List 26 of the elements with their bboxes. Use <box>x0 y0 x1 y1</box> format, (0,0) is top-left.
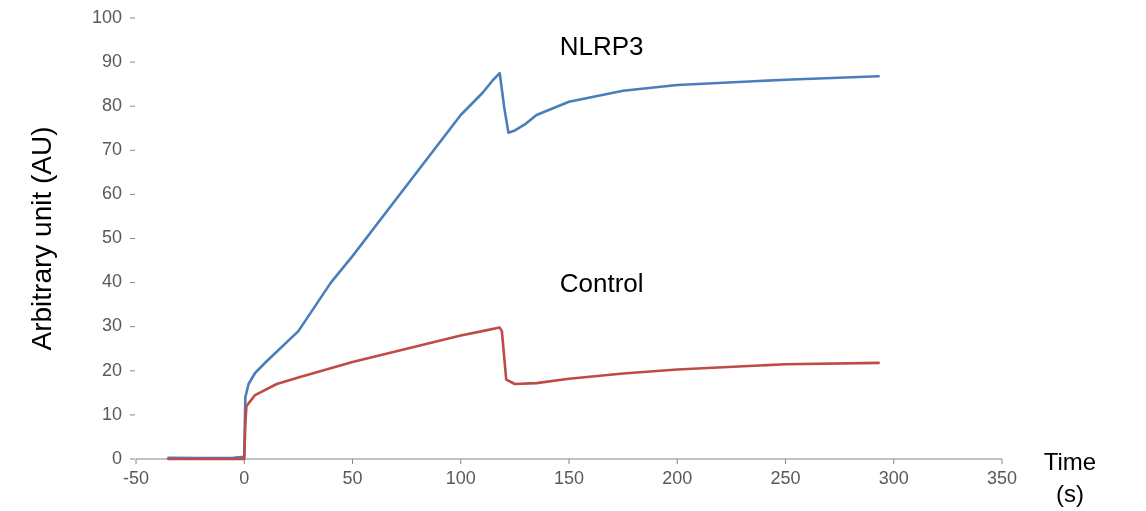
line-series <box>167 71 880 460</box>
y-tick-label: 50 <box>101 227 122 248</box>
y-tick-label: 0 <box>111 447 122 468</box>
text: Control <box>559 268 644 299</box>
x-tick-label: 100 <box>445 468 476 488</box>
y-tick-label: 20 <box>101 359 122 380</box>
y-tick-label: 40 <box>101 271 122 292</box>
series-label: NLRP3 <box>559 31 644 61</box>
y-tick-label: 90 <box>101 50 122 71</box>
x-tick-label: -50 <box>122 468 150 488</box>
x-tick-label: 250 <box>770 468 801 488</box>
x-tick-label: 0 <box>239 468 250 488</box>
x-tick-label: 300 <box>878 468 909 488</box>
y-axis-title: Arbitrary unit (AU) <box>26 126 58 351</box>
y-tick-label: 60 <box>101 183 122 204</box>
x-tick-label: 150 <box>553 468 585 488</box>
y-tick-label: 30 <box>101 315 122 336</box>
x-tick-label: 350 <box>986 468 1018 488</box>
y-tick-label: 70 <box>101 139 122 160</box>
x-axis-title: Time (s) <box>1043 448 1097 507</box>
line-series <box>167 326 880 461</box>
y-tick-label: 10 <box>101 403 122 424</box>
y-tick-label: 80 <box>101 94 122 115</box>
x-tick-label: 200 <box>662 468 693 488</box>
y-tick-label: 100 <box>91 6 122 27</box>
x-tick-label: 50 <box>342 468 363 488</box>
